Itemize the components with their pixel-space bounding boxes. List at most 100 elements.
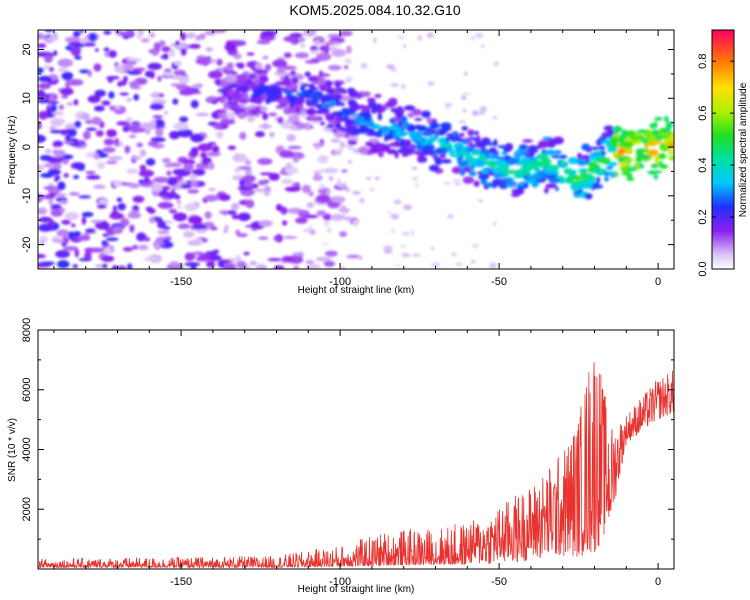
noise-cell <box>78 195 92 199</box>
signal-cell <box>549 164 559 172</box>
signal-cell <box>309 114 319 119</box>
noise-cell <box>83 42 96 47</box>
noise-cell <box>294 52 309 59</box>
signal-cell <box>489 162 496 167</box>
noise-cell <box>94 89 106 97</box>
noise-cell <box>61 71 74 81</box>
signal-cell <box>264 63 272 71</box>
noise-cell <box>258 220 273 227</box>
noise-cell <box>164 164 174 168</box>
noise-cell <box>257 236 269 240</box>
signal-cell <box>620 164 630 173</box>
noise-cell <box>184 262 201 267</box>
signal-cell <box>499 179 506 187</box>
noise-cell <box>52 238 65 243</box>
signal-cell <box>318 70 324 79</box>
noise-cell <box>157 75 162 82</box>
noise-cell <box>444 103 453 107</box>
signal-cell <box>337 110 343 118</box>
noise-cell <box>85 170 96 175</box>
signal-cell <box>224 76 230 84</box>
noise-cell <box>273 235 282 242</box>
noise-cell <box>138 169 155 178</box>
noise-cell <box>345 144 354 148</box>
signal-cell <box>288 114 300 123</box>
noise-cell <box>143 237 151 242</box>
noise-cell <box>64 36 81 43</box>
noise-cell <box>393 199 402 205</box>
signal-cell <box>598 168 607 173</box>
signal-cell <box>344 122 353 127</box>
signal-cell <box>233 104 241 109</box>
noise-cell <box>50 209 63 217</box>
noise-cell <box>77 139 86 146</box>
spectrogram-y-tick-label: 0 <box>21 144 33 150</box>
signal-cell <box>650 129 660 136</box>
noise-cell <box>319 183 326 190</box>
signal-cell <box>226 111 236 119</box>
noise-cell <box>312 120 321 124</box>
signal-cell <box>251 94 259 98</box>
noise-cell <box>60 87 74 96</box>
signal-cell <box>329 99 336 108</box>
signal-cell <box>603 125 615 132</box>
noise-cell <box>305 260 315 264</box>
noise-cell <box>74 55 82 60</box>
signal-cell <box>307 76 319 82</box>
signal-cell <box>323 94 332 103</box>
noise-cell <box>38 164 45 172</box>
noise-cell <box>40 93 51 98</box>
noise-cell <box>316 210 327 217</box>
noise-cell <box>454 182 462 186</box>
noise-cell <box>243 181 253 188</box>
noise-cell <box>73 30 81 38</box>
signal-cell <box>521 150 529 156</box>
noise-cell <box>38 121 42 130</box>
signal-cell <box>515 148 524 155</box>
signal-cell <box>608 162 618 167</box>
snr-x-tick-label: -50 <box>491 576 507 588</box>
noise-cell <box>54 176 59 182</box>
signal-cell <box>665 121 673 129</box>
signal-cell <box>534 166 540 173</box>
noise-cell <box>132 127 146 133</box>
noise-cell <box>108 91 115 99</box>
noise-cell <box>291 252 305 256</box>
signal-cell <box>254 62 263 70</box>
noise-cell <box>403 204 413 210</box>
noise-cell <box>130 156 142 160</box>
signal-cell <box>430 121 439 130</box>
snr-x-label: Height of straight line (km) <box>298 584 415 595</box>
noise-cell <box>40 236 48 244</box>
signal-cell <box>517 160 525 165</box>
noise-cell <box>173 45 189 49</box>
signal-cell <box>476 135 481 142</box>
signal-cell <box>469 163 476 171</box>
noise-cell <box>38 98 50 104</box>
noise-cell <box>179 116 189 123</box>
noise-cell <box>310 50 319 54</box>
noise-cell <box>101 263 108 269</box>
noise-cell <box>38 75 52 83</box>
noise-cell <box>267 257 282 262</box>
noise-cell <box>182 159 196 165</box>
noise-cell <box>149 217 156 224</box>
noise-cell <box>339 231 348 237</box>
noise-cell <box>411 166 418 170</box>
signal-cell <box>573 190 578 195</box>
noise-cell <box>102 233 109 237</box>
noise-cell <box>204 211 212 219</box>
noise-cell <box>207 162 215 170</box>
signal-cell <box>345 126 353 134</box>
signal-cell <box>301 83 311 87</box>
noise-cell <box>190 99 199 109</box>
noise-cell <box>184 203 198 212</box>
signal-cell <box>650 170 663 174</box>
noise-cell <box>169 48 175 58</box>
noise-cell <box>269 132 275 138</box>
signal-cell <box>431 118 437 123</box>
signal-cell <box>380 125 390 132</box>
noise-cell <box>136 142 144 148</box>
noise-cell <box>102 147 116 153</box>
noise-cell <box>227 145 237 150</box>
